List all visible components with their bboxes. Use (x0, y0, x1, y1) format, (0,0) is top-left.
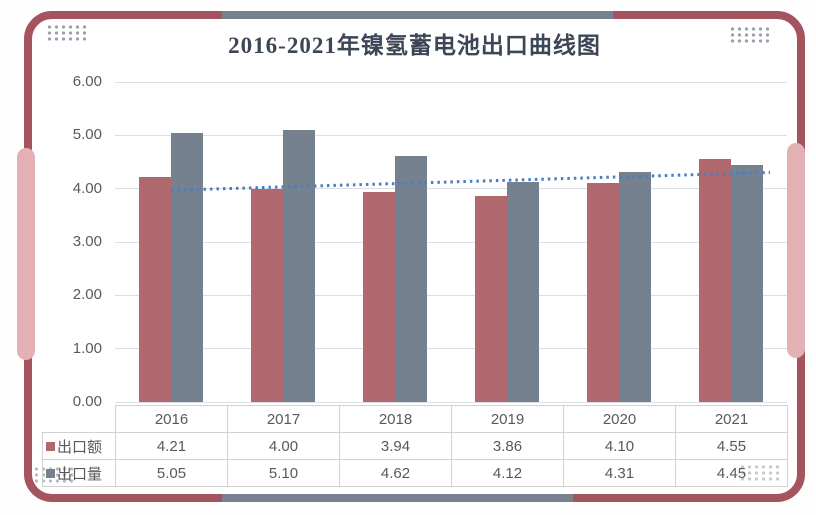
bar-export-volume-2016 (171, 132, 203, 402)
y-axis-tick-label: 6.00 (72, 73, 102, 90)
bar-export-volume-2019 (507, 182, 539, 402)
bar-export-value-2020 (587, 183, 619, 402)
y-axis-tick-label: 3.00 (72, 233, 102, 250)
plot-area (115, 81, 787, 403)
gridline (115, 348, 787, 350)
frame-top-accent-segment (222, 11, 613, 19)
table-value-cell: 5.10 (227, 459, 340, 487)
legend-label: 出口量 (57, 465, 103, 483)
gridline (115, 401, 787, 403)
bar-export-volume-2020 (619, 172, 651, 402)
table-year-header: 2019 (451, 405, 564, 433)
chart-title: 2016-2021年镍氢蓄电池出口曲线图 (228, 33, 601, 58)
table-value-cell: 4.12 (451, 459, 564, 487)
legend-cell-export-value: 出口额 (42, 432, 116, 460)
corner-dots-top-left (46, 24, 87, 41)
table-year-header: 2020 (563, 405, 676, 433)
y-axis-tick-label: 4.00 (72, 179, 102, 197)
bar-export-volume-2018 (395, 155, 427, 402)
frame-bottom-accent-segment (222, 494, 573, 502)
bar-export-value-2021 (699, 159, 731, 402)
gridline (115, 241, 787, 243)
legend-cell-export-volume: 出口量 (42, 459, 116, 487)
gridline (115, 294, 787, 296)
table-year-header: 2016 (115, 405, 228, 433)
table-year-header: 2021 (675, 405, 788, 433)
table-value-cell: 3.94 (339, 432, 452, 460)
y-axis-tick-label: 1.00 (72, 339, 102, 357)
left-side-pill-decoration (17, 148, 35, 360)
table-value-cell: 4.62 (339, 459, 452, 487)
table-corner-empty (43, 406, 116, 433)
table-value-cell: 4.45 (675, 459, 788, 487)
table-value-cell: 4.55 (675, 432, 788, 460)
legend-marker-export-value (46, 441, 55, 451)
bar-export-value-2017 (251, 188, 283, 402)
legend-label: 出口额 (57, 438, 103, 456)
table-row: 出口量 5.05 5.10 4.62 4.12 4.31 4.45 (42, 459, 788, 487)
y-axis: 6.00 5.00 4.00 3.00 2.00 1.00 0.00 (40, 73, 102, 410)
data-table: 2016 2017 2018 2019 2020 2021 出口额 4.21 4.00 3.94 3… (42, 405, 788, 487)
bar-export-volume-2021 (731, 164, 763, 402)
gridline (115, 81, 787, 83)
table-row: 出口额 4.21 4.00 3.94 3.86 4.10 4.55 (42, 432, 788, 460)
bar-export-value-2019 (475, 196, 507, 402)
bar-export-value-2018 (363, 191, 395, 402)
table-value-cell: 4.10 (563, 432, 676, 460)
table-value-cell: 4.31 (563, 459, 676, 487)
table-year-header: 2017 (227, 405, 340, 433)
table-header-row: 2016 2017 2018 2019 2020 2021 (43, 405, 788, 433)
bar-export-value-2016 (139, 177, 171, 402)
table-value-cell: 3.86 (451, 432, 564, 460)
legend-marker-export-volume (46, 468, 55, 478)
right-side-pill-decoration (787, 143, 805, 358)
gridline (115, 188, 787, 190)
y-axis-tick-label: 5.00 (72, 126, 102, 144)
table-value-cell: 4.21 (115, 432, 228, 460)
gridline (115, 134, 787, 136)
table-value-cell: 5.05 (115, 459, 228, 487)
table-year-header: 2018 (339, 405, 452, 433)
table-value-cell: 4.00 (227, 432, 340, 460)
corner-dots-top-right (729, 26, 770, 43)
bar-export-volume-2017 (283, 130, 315, 402)
y-axis-tick-label: 0.00 (72, 393, 102, 410)
y-axis-tick-label: 2.00 (72, 286, 102, 304)
